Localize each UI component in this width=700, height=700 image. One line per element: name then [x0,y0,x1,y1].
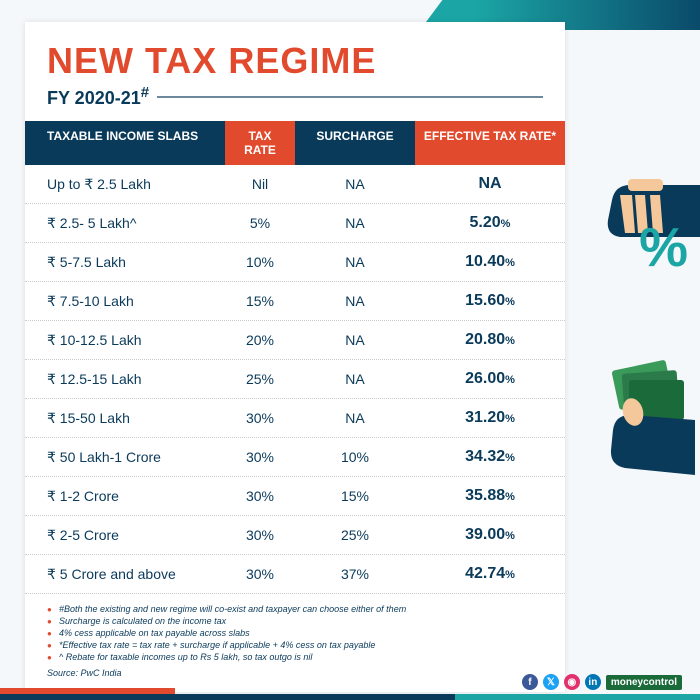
cell-surcharge: 37% [295,556,415,592]
cell-rate: 25% [225,361,295,397]
cell-effective: 5.20% [415,204,565,242]
table-row: ₹ 2.5- 5 Lakh^5%NA5.20% [25,204,565,243]
cell-effective: 26.00% [415,360,565,398]
footnote-item: 4% cess applicable on tax payable across… [47,628,543,638]
cell-slab: ₹ 2.5- 5 Lakh^ [25,205,225,242]
footer-social: f 𝕏 ◉ in moneycontrol [522,674,682,690]
table-row: ₹ 5-7.5 Lakh10%NA10.40% [25,243,565,282]
cell-surcharge: NA [295,400,415,436]
cell-slab: ₹ 10-12.5 Lakh [25,322,225,359]
main-title: NEW TAX REGIME [47,40,543,82]
cell-slab: Up to ₹ 2.5 Lakh [25,166,225,203]
footnote-item: Surcharge is calculated on the income ta… [47,616,543,626]
cell-rate: 30% [225,400,295,436]
linkedin-icon[interactable]: in [585,674,601,690]
bottom-bar [0,694,700,700]
cell-rate: 15% [225,283,295,319]
table-row: ₹ 5 Crore and above30%37%42.74% [25,555,565,594]
cell-slab: ₹ 1-2 Crore [25,478,225,515]
footnote-item: #Both the existing and new regime will c… [47,604,543,614]
brand-logo: moneycontrol [606,675,682,690]
source-text: Source: PwC India [47,668,543,678]
header-slabs: TAXABLE INCOME SLABS [25,121,225,165]
cell-effective: 20.80% [415,321,565,359]
tax-table-card: NEW TAX REGIME FY 2020-21# TAXABLE INCOM… [25,22,565,692]
cell-slab: ₹ 50 Lakh-1 Crore [25,439,225,476]
cell-slab: ₹ 5 Crore and above [25,556,225,593]
cell-effective: 10.40% [415,243,565,281]
table-row: ₹ 7.5-10 Lakh15%NA15.60% [25,282,565,321]
cell-slab: ₹ 2-5 Crore [25,517,225,554]
cell-surcharge: NA [295,322,415,358]
header-effective: EFFECTIVE TAX RATE* [415,121,565,165]
cell-surcharge: 15% [295,478,415,514]
header-surcharge: SURCHARGE [295,121,415,165]
table-row: ₹ 50 Lakh-1 Crore30%10%34.32% [25,438,565,477]
table-row: ₹ 1-2 Crore30%15%35.88% [25,477,565,516]
cell-slab: ₹ 5-7.5 Lakh [25,244,225,281]
twitter-icon[interactable]: 𝕏 [543,674,559,690]
table-row: ₹ 12.5-15 Lakh25%NA26.00% [25,360,565,399]
cell-rate: 30% [225,478,295,514]
cell-effective: 42.74% [415,555,565,593]
footnote-item: ^ Rebate for taxable incomes up to Rs 5 … [47,652,543,662]
cell-rate: 20% [225,322,295,358]
table-header: TAXABLE INCOME SLABS TAX RATE SURCHARGE … [25,121,565,165]
subtitle-divider [157,96,543,98]
cell-effective: 15.60% [415,282,565,320]
cell-surcharge: NA [295,361,415,397]
subtitle: FY 2020-21# [47,84,543,109]
instagram-icon[interactable]: ◉ [564,674,580,690]
cell-rate: 30% [225,439,295,475]
table-row: ₹ 2-5 Crore30%25%39.00% [25,516,565,555]
cell-slab: ₹ 15-50 Lakh [25,400,225,437]
cell-surcharge: NA [295,244,415,280]
cell-effective: NA [415,165,565,203]
cell-surcharge: NA [295,166,415,202]
cell-effective: 39.00% [415,516,565,554]
cell-rate: Nil [225,166,295,202]
cell-rate: 10% [225,244,295,280]
table-row: Up to ₹ 2.5 LakhNilNANA [25,165,565,204]
cell-rate: 30% [225,556,295,592]
cell-effective: 34.32% [415,438,565,476]
table-row: ₹ 10-12.5 Lakh20%NA20.80% [25,321,565,360]
bottom-bar-accent [0,688,175,694]
cell-surcharge: NA [295,205,415,241]
cell-surcharge: NA [295,283,415,319]
footnotes: #Both the existing and new regime will c… [47,604,543,662]
percent-icon: % [639,215,688,279]
header-rate: TAX RATE [225,121,295,165]
facebook-icon[interactable]: f [522,674,538,690]
cell-surcharge: 10% [295,439,415,475]
cell-slab: ₹ 12.5-15 Lakh [25,361,225,398]
cell-effective: 35.88% [415,477,565,515]
cell-rate: 30% [225,517,295,553]
table-row: ₹ 15-50 Lakh30%NA31.20% [25,399,565,438]
cell-rate: 5% [225,205,295,241]
footnote-item: *Effective tax rate = tax rate + surchar… [47,640,543,650]
cell-surcharge: 25% [295,517,415,553]
cell-slab: ₹ 7.5-10 Lakh [25,283,225,320]
hand-money-illustration [585,360,695,480]
cell-effective: 31.20% [415,399,565,437]
